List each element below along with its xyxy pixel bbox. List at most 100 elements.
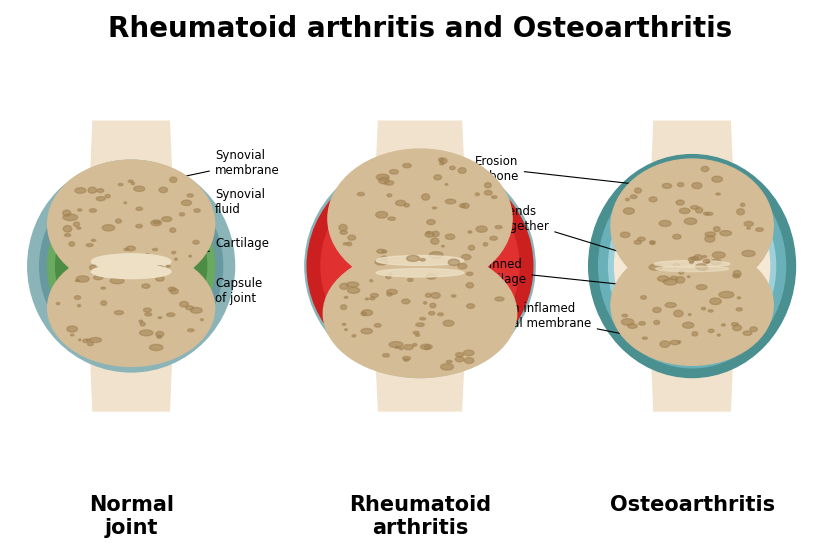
Ellipse shape — [395, 346, 399, 348]
Ellipse shape — [720, 231, 732, 236]
Ellipse shape — [180, 213, 185, 216]
Ellipse shape — [307, 159, 533, 374]
Ellipse shape — [144, 313, 152, 316]
Ellipse shape — [144, 308, 151, 312]
Ellipse shape — [171, 251, 176, 254]
Ellipse shape — [150, 344, 163, 351]
Ellipse shape — [458, 263, 467, 269]
Ellipse shape — [638, 321, 645, 325]
Ellipse shape — [431, 292, 440, 298]
Ellipse shape — [422, 194, 429, 200]
Ellipse shape — [455, 357, 464, 362]
Ellipse shape — [673, 234, 681, 239]
Ellipse shape — [340, 231, 348, 234]
Ellipse shape — [106, 259, 115, 265]
Text: Capsule
of joint: Capsule of joint — [171, 277, 262, 308]
Ellipse shape — [107, 264, 113, 268]
Ellipse shape — [679, 271, 684, 274]
Polygon shape — [372, 121, 468, 255]
Ellipse shape — [708, 310, 713, 312]
Ellipse shape — [114, 311, 123, 315]
Ellipse shape — [124, 249, 129, 250]
Ellipse shape — [458, 167, 466, 174]
Ellipse shape — [662, 184, 672, 188]
Ellipse shape — [467, 304, 475, 309]
Polygon shape — [648, 277, 736, 411]
Ellipse shape — [427, 232, 430, 234]
Ellipse shape — [375, 259, 387, 265]
Ellipse shape — [48, 249, 215, 366]
Text: Osteoarthritis: Osteoarthritis — [610, 494, 774, 515]
Ellipse shape — [649, 264, 663, 270]
Text: Synovial
membrane: Synovial membrane — [173, 149, 280, 180]
Ellipse shape — [756, 228, 764, 231]
Ellipse shape — [376, 269, 464, 277]
Ellipse shape — [404, 359, 409, 361]
Text: Swollen inflamed
synovial membrane: Swollen inflamed synovial membrane — [475, 302, 642, 339]
Ellipse shape — [678, 183, 684, 186]
Ellipse shape — [76, 280, 80, 282]
Ellipse shape — [384, 181, 394, 185]
Ellipse shape — [732, 274, 740, 278]
Ellipse shape — [432, 231, 439, 237]
Text: Rheumatoid arthritis and Osteoarthritis: Rheumatoid arthritis and Osteoarthritis — [108, 15, 732, 43]
Ellipse shape — [402, 164, 412, 168]
Ellipse shape — [69, 242, 75, 246]
Ellipse shape — [690, 206, 698, 209]
Ellipse shape — [187, 194, 193, 197]
Ellipse shape — [118, 183, 123, 186]
Ellipse shape — [431, 238, 438, 244]
Ellipse shape — [340, 305, 347, 310]
Ellipse shape — [485, 190, 492, 195]
Ellipse shape — [48, 160, 215, 288]
Ellipse shape — [711, 176, 722, 182]
Ellipse shape — [404, 203, 409, 207]
Ellipse shape — [170, 288, 178, 294]
Ellipse shape — [365, 298, 369, 300]
Ellipse shape — [28, 160, 234, 372]
Ellipse shape — [402, 299, 410, 304]
Ellipse shape — [742, 250, 755, 256]
Ellipse shape — [705, 236, 715, 242]
Ellipse shape — [609, 172, 775, 360]
Ellipse shape — [77, 209, 81, 211]
Ellipse shape — [92, 265, 171, 279]
Ellipse shape — [386, 290, 397, 295]
Ellipse shape — [655, 266, 728, 272]
Ellipse shape — [423, 302, 427, 304]
Text: Rheumatoid
arthritis: Rheumatoid arthritis — [349, 494, 491, 538]
Ellipse shape — [339, 225, 347, 231]
Ellipse shape — [696, 207, 703, 213]
Ellipse shape — [407, 278, 413, 282]
Ellipse shape — [717, 334, 720, 336]
Ellipse shape — [461, 254, 471, 260]
Ellipse shape — [149, 260, 154, 265]
Ellipse shape — [55, 191, 207, 341]
Ellipse shape — [375, 324, 381, 327]
Ellipse shape — [722, 324, 725, 326]
Ellipse shape — [92, 239, 96, 241]
Ellipse shape — [159, 187, 167, 193]
Ellipse shape — [388, 217, 396, 220]
Ellipse shape — [638, 237, 645, 241]
Ellipse shape — [694, 255, 702, 260]
Ellipse shape — [166, 265, 170, 267]
Ellipse shape — [483, 242, 488, 246]
Ellipse shape — [701, 166, 709, 171]
Ellipse shape — [710, 298, 722, 305]
Ellipse shape — [189, 255, 192, 257]
Ellipse shape — [445, 234, 454, 240]
Ellipse shape — [442, 245, 444, 247]
Ellipse shape — [79, 339, 81, 340]
Ellipse shape — [674, 310, 683, 317]
Ellipse shape — [641, 296, 647, 299]
Ellipse shape — [627, 324, 638, 328]
Ellipse shape — [678, 341, 680, 343]
Ellipse shape — [690, 262, 693, 263]
Ellipse shape — [63, 210, 71, 216]
Ellipse shape — [438, 158, 444, 162]
Ellipse shape — [110, 278, 124, 284]
Ellipse shape — [390, 170, 398, 174]
Ellipse shape — [404, 344, 413, 349]
Ellipse shape — [713, 227, 720, 232]
